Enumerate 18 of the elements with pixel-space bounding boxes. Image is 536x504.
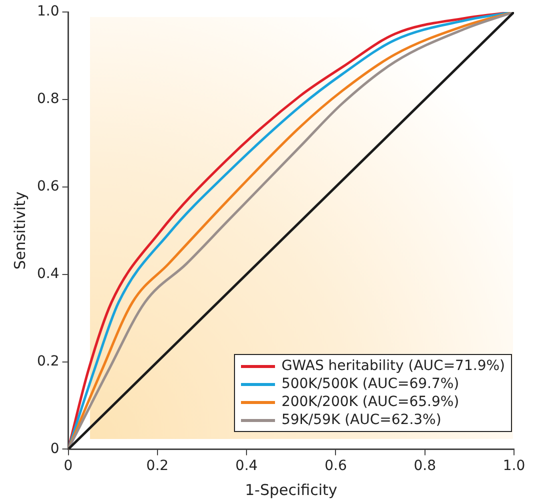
y-tick-label: 0.8 — [37, 91, 60, 108]
x-tick-label: 0.8 — [414, 458, 436, 474]
legend-label: 500K/500K (AUC=69.7%) — [281, 375, 460, 393]
x-tick-label: 0.2 — [146, 458, 169, 474]
y-tick-label: 0.2 — [37, 353, 60, 370]
y-tick-label: 1.0 — [37, 4, 60, 20]
legend-label: 200K/200K (AUC=65.9%) — [281, 393, 460, 411]
x-tick-label: 0.6 — [324, 458, 347, 474]
x-tick-label: 0 — [64, 458, 73, 474]
y-tick-label: 0.4 — [37, 266, 60, 282]
x-axis-title: 1-Specificity — [245, 480, 338, 499]
legend-label: GWAS heritability (AUC=71.9%) — [281, 357, 505, 375]
y-axis-title: Sensitivity — [10, 191, 29, 270]
y-tick-label: 0.6 — [37, 178, 60, 195]
legend-label: 59K/59K (AUC=62.3%) — [281, 411, 442, 429]
x-tick-label: 1.0 — [502, 458, 526, 474]
x-tick-label: 0.4 — [235, 458, 258, 474]
y-tick-label: 0 — [50, 440, 60, 457]
